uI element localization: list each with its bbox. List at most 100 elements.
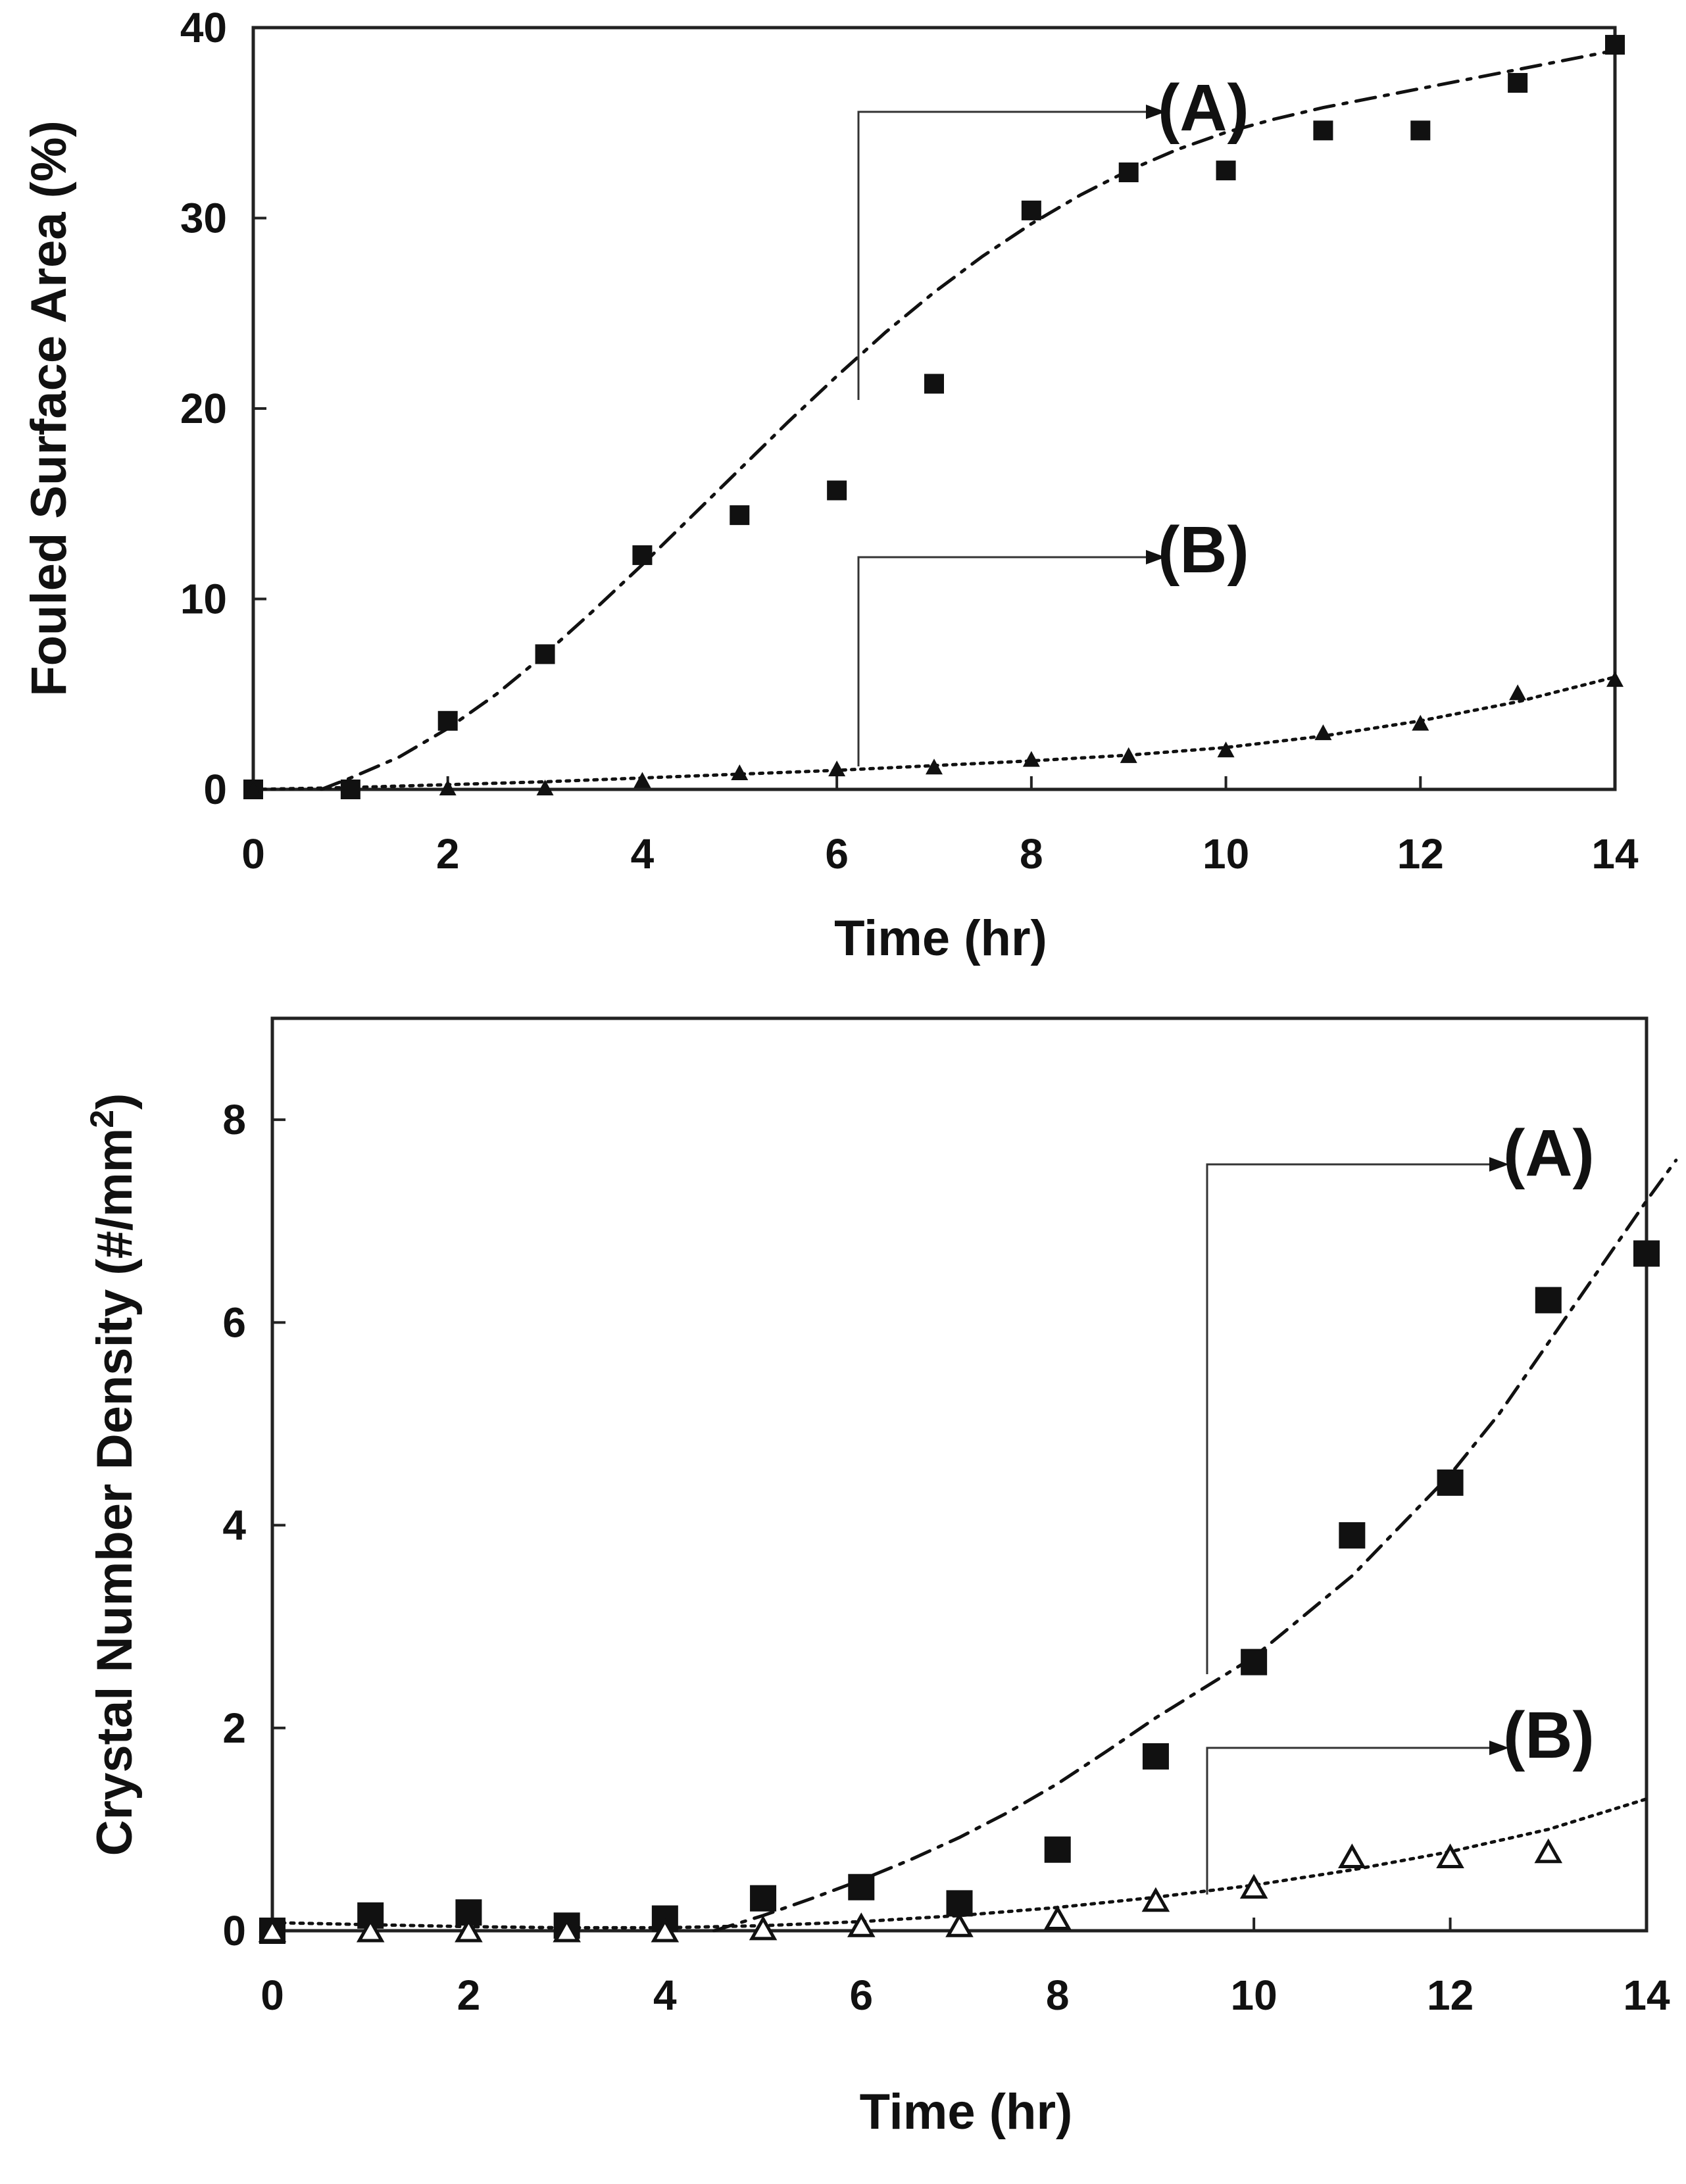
y-axis-title: Crystal Number Density (#/mm2) <box>84 1093 143 1856</box>
data-point-a <box>1118 162 1139 183</box>
data-point-a <box>848 1874 875 1900</box>
data-point-b <box>1534 1838 1563 1864</box>
callout-line-a <box>857 111 1163 400</box>
data-point-a <box>1339 1522 1366 1549</box>
data-point-b <box>945 1912 974 1937</box>
data-point-b <box>455 1917 483 1943</box>
data-point-a <box>946 1890 973 1917</box>
data-point-a <box>535 644 555 664</box>
data-point-b <box>651 1917 680 1943</box>
series-label-b: (B) <box>1158 513 1249 587</box>
y-tick-label: 2 <box>222 1704 246 1752</box>
data-point-b <box>1606 671 1624 687</box>
x-tick-label: 14 <box>1623 1972 1670 2019</box>
callout-line-b <box>1206 1747 1506 1895</box>
x-tick-label: 0 <box>260 1972 284 2019</box>
callout-arrowhead-a <box>1489 1157 1509 1172</box>
series-label-a: (A) <box>1158 71 1249 145</box>
data-point-b <box>258 1917 287 1943</box>
data-point-b <box>356 1917 385 1943</box>
fit-curve-a <box>712 1158 1678 1933</box>
callout-arrowhead-b <box>1489 1741 1509 1755</box>
x-tick-label: 4 <box>631 830 655 878</box>
x-tick-label: 2 <box>436 830 460 878</box>
y-axis-title: Fouled Surface Area (%) <box>21 120 77 697</box>
data-point-b <box>1141 1887 1170 1912</box>
data-point-b <box>1217 741 1235 758</box>
x-tick-label: 6 <box>849 1972 873 2019</box>
data-point-a <box>1044 1836 1071 1863</box>
x-tick-label: 14 <box>1591 830 1639 878</box>
x-tick-label: 12 <box>1397 830 1444 878</box>
data-point-a <box>437 710 458 731</box>
x-axis-title: Time (hr) <box>834 910 1047 966</box>
x-tick-label: 0 <box>241 830 265 878</box>
data-point-b <box>1314 724 1332 741</box>
callout-arrowhead-a <box>1146 105 1166 119</box>
y-tick-label: 10 <box>180 576 227 623</box>
x-tick-label: 10 <box>1203 830 1249 878</box>
data-point-b <box>1509 684 1527 701</box>
data-point-b <box>1412 714 1429 731</box>
data-point-b <box>1120 747 1137 763</box>
x-tick-label: 8 <box>1020 830 1043 878</box>
data-point-b <box>1338 1843 1366 1868</box>
data-point-a <box>1241 1649 1268 1675</box>
data-point-a <box>1633 1240 1660 1267</box>
data-point-b <box>553 1917 581 1943</box>
y-tick-label: 0 <box>222 1907 246 1954</box>
data-point-b <box>1022 751 1040 767</box>
y-tick-label: 0 <box>203 766 227 813</box>
data-point-a <box>1021 200 1041 220</box>
callout-arrowhead-b <box>1146 550 1166 564</box>
fit-curve-a <box>320 49 1617 791</box>
data-point-b <box>633 772 651 788</box>
data-point-b <box>245 782 262 797</box>
fit-curve-b <box>270 1797 1649 1929</box>
y-tick-label: 30 <box>180 195 227 242</box>
data-point-a <box>1216 161 1236 181</box>
x-tick-label: 12 <box>1427 1972 1474 2019</box>
x-axis-title: Time (hr) <box>860 2084 1073 2140</box>
data-point-b <box>1436 1843 1464 1868</box>
x-tick-label: 8 <box>1046 1972 1070 2019</box>
data-point-b <box>847 1912 876 1937</box>
data-point-a <box>1410 120 1431 141</box>
data-point-a <box>750 1885 777 1912</box>
data-point-b <box>828 760 846 777</box>
callout-line-b <box>857 556 1163 766</box>
data-point-a <box>1605 35 1625 55</box>
data-point-b <box>1043 1905 1072 1931</box>
data-point-a <box>1508 72 1528 93</box>
data-point-b <box>341 780 359 797</box>
data-point-a <box>1142 1743 1169 1770</box>
y-tick-label: 8 <box>222 1096 246 1143</box>
data-point-b <box>439 780 457 796</box>
chart-1: 0 2 4 6 8 10 12 14 0 10 20 30 40 Time (hr) Fouled Surf… <box>21 4 1639 966</box>
x-tick-label: 2 <box>457 1972 481 2019</box>
callout-line-a <box>1206 1163 1506 1674</box>
plot-frame <box>251 26 1617 791</box>
x-tick-label: 10 <box>1231 1972 1277 2019</box>
data-point-a <box>1535 1287 1562 1314</box>
y-tick-label: 4 <box>222 1502 246 1549</box>
y-tick-label: 20 <box>180 385 227 432</box>
data-point-a <box>924 374 944 394</box>
data-point-a <box>827 480 847 501</box>
y-axis-title-superscript: 2 <box>84 1110 120 1128</box>
series-label-a: (A) <box>1503 1116 1595 1190</box>
data-point-b <box>926 758 943 775</box>
y-tick-label: 6 <box>222 1299 246 1346</box>
x-tick-label: 6 <box>825 830 849 878</box>
data-point-b <box>731 764 749 780</box>
data-point-a <box>730 505 750 526</box>
data-point-b <box>749 1915 778 1941</box>
x-tick-label: 4 <box>653 1972 677 2019</box>
data-point-a <box>1437 1469 1464 1496</box>
y-axis-title-close: ) <box>87 1093 143 1110</box>
data-point-a <box>1313 120 1333 141</box>
data-point-b <box>1239 1874 1268 1899</box>
y-tick-label: 40 <box>180 4 227 51</box>
series-label-b: (B) <box>1503 1699 1595 1772</box>
